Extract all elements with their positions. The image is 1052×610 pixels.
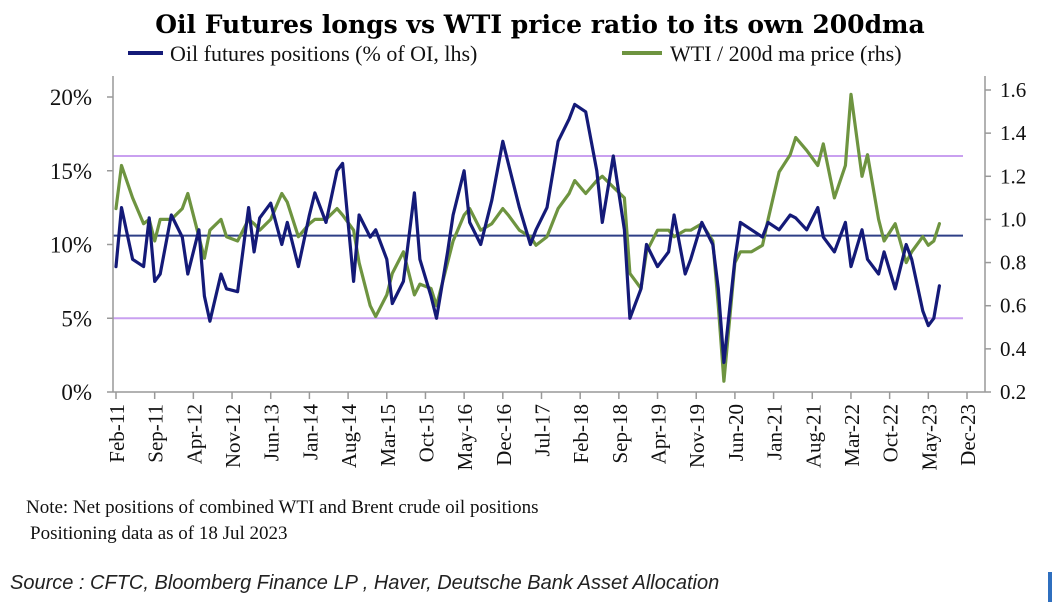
y-left-tick-label: 15%	[50, 159, 92, 184]
legend-label-positions: Oil futures positions (% of OI, lhs)	[170, 41, 477, 66]
x-tick-label: Apr-19	[647, 404, 671, 464]
y-right-tick-label: 1.0	[1000, 207, 1026, 231]
x-tick-label: Jul-17	[531, 404, 555, 457]
x-tick-label: Nov-19	[685, 404, 709, 468]
x-tick-label: Jan-21	[763, 404, 787, 460]
legend: Oil futures positions (% of OI, lhs) WTI…	[128, 41, 902, 66]
y-axis-left-ticks: 0% 5% 10% 15% 20%	[50, 85, 113, 405]
note-positioning-date: Positioning data as of 18 Jul 2023	[30, 523, 288, 544]
x-tick-label: May-16	[453, 404, 477, 471]
x-axis-ticks: Feb-11 Sep-11 Apr-12 Nov-12 Jun-13 Jan-14 Aug-…	[105, 392, 980, 471]
y-right-tick-label: 0.4	[1000, 337, 1027, 361]
source-attribution: Source : CFTC, Bloomberg Finance LP , Ha…	[10, 572, 720, 594]
y-right-tick-label: 1.4	[1000, 121, 1027, 145]
legend-label-wti-ratio: WTI / 200d ma price (rhs)	[670, 41, 902, 66]
x-tick-label: Aug-14	[337, 404, 361, 469]
y-axis-right-ticks: 0.2 0.4 0.6 0.8 1.0 1.2 1.4 1.6	[985, 78, 1027, 404]
x-tick-label: Feb-18	[569, 404, 593, 464]
y-left-tick-label: 10%	[50, 233, 92, 258]
axes	[112, 76, 986, 393]
x-tick-label: Aug-21	[801, 404, 825, 468]
x-tick-label: Dec-16	[492, 404, 516, 466]
y-right-tick-label: 0.2	[1000, 380, 1026, 404]
chart: Oil Futures longs vs WTI price ratio to …	[50, 10, 1027, 471]
x-tick-label: Dec-23	[956, 404, 980, 466]
series-line-0	[114, 102, 942, 365]
x-tick-label: Oct-15	[414, 404, 438, 462]
x-tick-label: Apr-12	[182, 404, 206, 464]
chart-title: Oil Futures longs vs WTI price ratio to …	[155, 10, 924, 39]
x-tick-label: Jun-20	[724, 404, 748, 461]
y-right-tick-label: 1.6	[1000, 78, 1026, 102]
y-left-tick-label: 20%	[50, 85, 92, 110]
edge-marker	[1048, 572, 1052, 602]
note-net-positions: Note: Net positions of combined WTI and …	[26, 497, 539, 518]
y-left-tick-label: 0%	[61, 380, 92, 405]
x-tick-label: Jan-14	[298, 404, 322, 460]
x-tick-label: Feb-11	[105, 404, 129, 463]
x-tick-label: Nov-12	[221, 404, 245, 468]
y-left-tick-label: 5%	[61, 306, 92, 331]
y-right-tick-label: 1.2	[1000, 164, 1026, 188]
x-tick-label: May-23	[917, 404, 941, 471]
x-tick-label: Mar-22	[840, 404, 864, 467]
x-tick-label: Oct-22	[879, 404, 903, 462]
y-right-tick-label: 0.8	[1000, 251, 1026, 275]
series-layer	[114, 92, 942, 383]
x-tick-label: Jun-13	[260, 404, 284, 461]
x-tick-label: Sep-18	[608, 404, 632, 464]
x-tick-label: Mar-15	[376, 404, 400, 467]
y-right-tick-label: 0.6	[1000, 294, 1026, 318]
x-tick-label: Sep-11	[144, 404, 168, 463]
